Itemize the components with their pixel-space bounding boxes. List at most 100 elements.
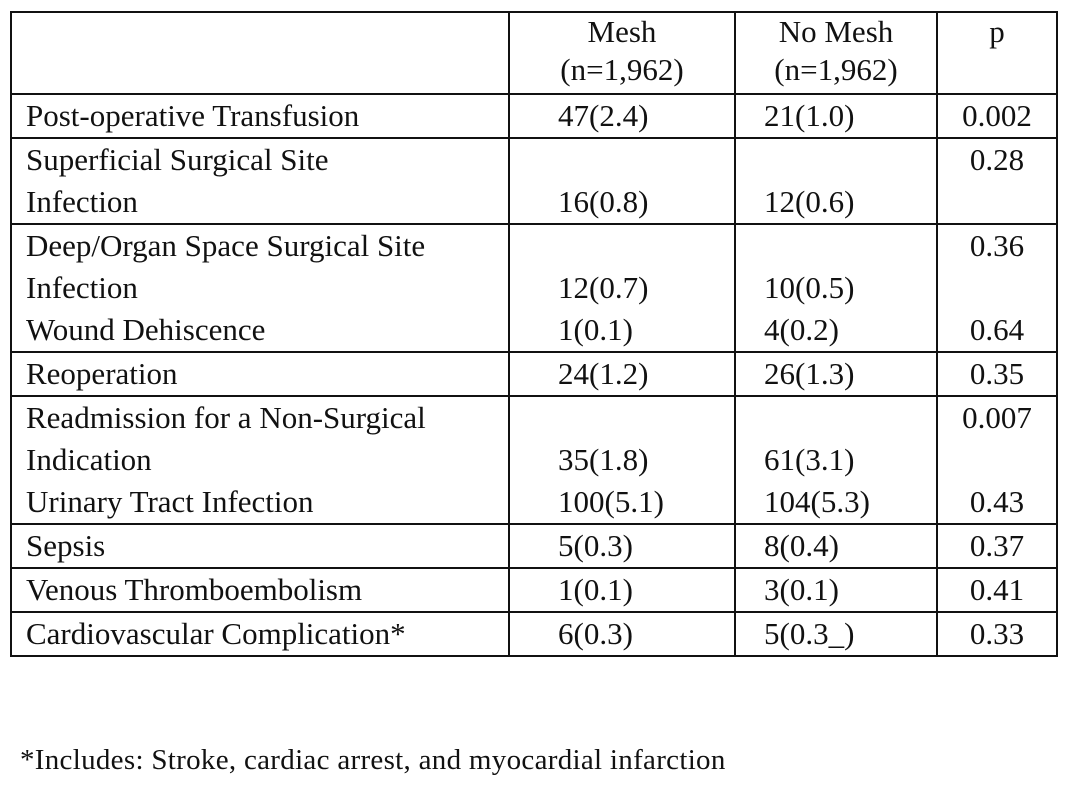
no-mesh-value: 3(0.1) (764, 572, 839, 607)
mesh-value (510, 139, 734, 181)
p-value (938, 181, 1056, 223)
no-mesh-value: 12(0.6) (764, 184, 855, 219)
no-mesh-value-cell: 8(0.4) (734, 523, 938, 569)
label: Urinary Tract Infection (26, 484, 314, 519)
mesh-value-cell: 12(0.7) 1(0.1) (508, 223, 736, 353)
mesh-value-cell: 24(1.2) (508, 351, 736, 397)
results-table: Mesh (n=1,962) No Mesh (n=1,962) p Post-… (10, 11, 1058, 657)
mesh-value-cell: 6(0.3) (508, 611, 736, 657)
label: Post-operative Transfusion (26, 98, 360, 133)
label: Sepsis (26, 528, 106, 563)
no-mesh-value-cell: 26(1.3) (734, 351, 938, 397)
no-mesh-value: 21(1.0) (764, 98, 855, 133)
label-cell: Venous Thromboembolism (10, 567, 510, 613)
p-value: 0.43 (969, 484, 1025, 519)
p-value: 0.28 (969, 142, 1025, 177)
mesh-value: 5(0.3) (558, 528, 633, 563)
no-mesh-value: 10(0.5) (764, 270, 855, 305)
table-row: Venous Thromboembolism 1(0.1) 3(0.1) 0.41 (10, 567, 1058, 613)
no-mesh-value (736, 397, 936, 439)
label-cell: Readmission for a Non-Surgical Indication… (10, 395, 510, 525)
label-cell: Superficial Surgical Site Infection (10, 137, 510, 225)
table-row: Sepsis 5(0.3) 8(0.4) 0.37 (10, 523, 1058, 569)
p-value-cell: 0.36 0.64 (936, 223, 1058, 353)
p-value-cell: 0.41 (936, 567, 1058, 613)
mesh-value-cell: 35(1.8) 100(5.1) (508, 395, 736, 525)
label: Deep/Organ Space Surgical Site (26, 228, 426, 263)
p-value-cell: 0.37 (936, 523, 1058, 569)
header-p-cell: p (936, 11, 1058, 95)
p-value-cell: 0.002 (936, 93, 1058, 139)
p-value: 0.007 (962, 400, 1032, 435)
label: Reoperation (26, 356, 178, 391)
header-blank-cell (10, 11, 510, 95)
p-value: 0.33 (969, 616, 1025, 651)
label-cell: Deep/Organ Space Surgical Site Infection W… (10, 223, 510, 353)
no-mesh-value (736, 225, 936, 267)
mesh-value-cell: 47(2.4) (508, 93, 736, 139)
mesh-value (510, 397, 734, 439)
no-mesh-value-cell: 5(0.3_) (734, 611, 938, 657)
table-row: Deep/Organ Space Surgical Site Infection W… (10, 223, 1058, 353)
label-cell: Sepsis (10, 523, 510, 569)
header-mesh-title: Mesh (587, 14, 657, 49)
mesh-value: 1(0.1) (558, 572, 633, 607)
table-row: Readmission for a Non-Surgical Indication… (10, 395, 1058, 525)
mesh-value: 16(0.8) (558, 184, 649, 219)
label: Readmission for a Non-Surgical (26, 400, 426, 435)
mesh-value-cell: 1(0.1) (508, 567, 736, 613)
mesh-value-cell: 16(0.8) (508, 137, 736, 225)
no-mesh-value-cell: 3(0.1) (734, 567, 938, 613)
no-mesh-value-cell: 21(1.0) (734, 93, 938, 139)
header-p-title: p (989, 14, 1005, 49)
table-row: Superficial Surgical Site Infection 16(0.8… (10, 137, 1058, 225)
no-mesh-value: 61(3.1) (764, 442, 855, 477)
no-mesh-value: 5(0.3_) (764, 616, 855, 651)
no-mesh-value: 104(5.3) (764, 484, 870, 519)
no-mesh-value (736, 139, 936, 181)
table-row: Reoperation 24(1.2) 26(1.3) 0.35 (10, 351, 1058, 397)
label: Superficial Surgical Site (26, 142, 329, 177)
p-value: 0.36 (969, 228, 1025, 263)
p-value (938, 267, 1056, 309)
p-value: 0.35 (969, 356, 1025, 391)
label-cell: Post-operative Transfusion (10, 93, 510, 139)
mesh-value (510, 225, 734, 267)
mesh-value-cell: 5(0.3) (508, 523, 736, 569)
header-mesh-cell: Mesh (n=1,962) (508, 11, 736, 95)
label: Venous Thromboembolism (26, 572, 363, 607)
label-cell: Reoperation (10, 351, 510, 397)
p-value: 0.41 (969, 572, 1025, 607)
header-row: Mesh (n=1,962) No Mesh (n=1,962) p (10, 11, 1058, 95)
table-row: Post-operative Transfusion 47(2.4) 21(1.0)… (10, 93, 1058, 139)
mesh-value: 100(5.1) (558, 484, 664, 519)
p-value-cell: 0.35 (936, 351, 1058, 397)
mesh-value: 6(0.3) (558, 616, 633, 651)
no-mesh-value-cell: 10(0.5) 4(0.2) (734, 223, 938, 353)
label: Infection (26, 270, 138, 305)
mesh-value: 24(1.2) (558, 356, 649, 391)
mesh-value: 35(1.8) (558, 442, 649, 477)
header-no-mesh-title: No Mesh (778, 14, 894, 49)
p-value-cell: 0.28 (936, 137, 1058, 225)
p-value (938, 439, 1056, 481)
label: Wound Dehiscence (26, 312, 266, 347)
no-mesh-value-cell: 12(0.6) (734, 137, 938, 225)
mesh-value: 1(0.1) (558, 312, 633, 347)
footnote: *Includes: Stroke, cardiac arrest, and m… (20, 744, 726, 776)
label: Infection (26, 184, 138, 219)
header-no-mesh-count: (n=1,962) (774, 52, 898, 87)
header-no-mesh-cell: No Mesh (n=1,962) (734, 11, 938, 95)
table-row: Cardiovascular Complication* 6(0.3) 5(0.3_… (10, 611, 1058, 657)
label: Cardiovascular Complication* (26, 616, 406, 651)
p-value: 0.64 (969, 312, 1025, 347)
p-value-cell: 0.007 0.43 (936, 395, 1058, 525)
p-value-cell: 0.33 (936, 611, 1058, 657)
no-mesh-value: 4(0.2) (764, 312, 839, 347)
mesh-value: 47(2.4) (558, 98, 649, 133)
no-mesh-value-cell: 61(3.1) 104(5.3) (734, 395, 938, 525)
no-mesh-value: 8(0.4) (764, 528, 839, 563)
mesh-value: 12(0.7) (558, 270, 649, 305)
no-mesh-value: 26(1.3) (764, 356, 855, 391)
header-mesh-count: (n=1,962) (560, 52, 684, 87)
